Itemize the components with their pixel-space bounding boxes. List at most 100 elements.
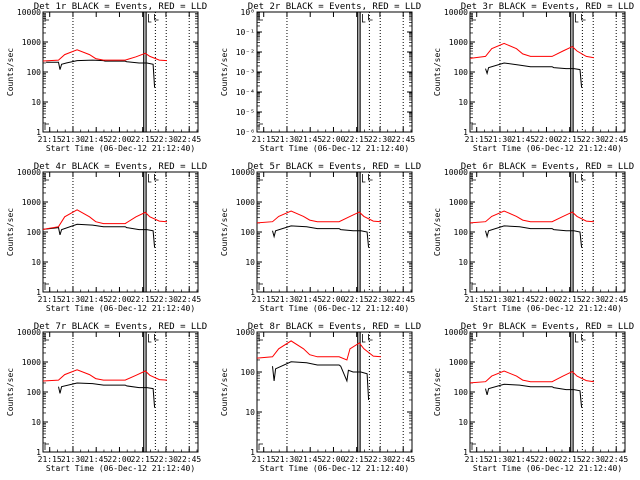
x-tick-label: 21:30 bbox=[488, 455, 512, 464]
panel-title: Det 6r BLACK = Events, RED = LLD bbox=[461, 162, 634, 172]
y-tick-label: 10 bbox=[245, 408, 255, 417]
y-tick-label: 1 bbox=[463, 448, 468, 457]
x-tick-label: 21:15 bbox=[465, 135, 489, 144]
y-tick-label: 10 bbox=[31, 98, 41, 107]
y-tick-label: 10⁻⁵ bbox=[236, 108, 255, 117]
y-tick-label: 10⁻⁴ bbox=[236, 88, 255, 97]
panel-1: Det 1r BLACK = Events, RED = LLD 1 10 100 10… bbox=[6, 2, 207, 153]
y-tick-label: 100 bbox=[454, 388, 469, 397]
y-tick-label: 10⁻⁶ bbox=[236, 128, 255, 137]
y-tick-label: 1000 bbox=[449, 198, 468, 207]
y-tick-label: 1 bbox=[250, 448, 255, 457]
x-tick-label: 22:00 bbox=[534, 295, 558, 304]
x-tick-label: 21:30 bbox=[61, 295, 85, 304]
x-tick-label: 22:45 bbox=[391, 455, 415, 464]
x-tick-label: 21:30 bbox=[61, 135, 85, 144]
y-tick-label: 1000 bbox=[22, 358, 41, 367]
y-tick-label: 1000 bbox=[449, 38, 468, 47]
lld-series-line bbox=[470, 42, 595, 59]
y-tick-label: 10000 bbox=[17, 8, 41, 17]
y-axis-label: Counts/sec bbox=[220, 368, 229, 416]
plot-frame bbox=[256, 171, 413, 293]
y-tick-label: 10⁻¹ bbox=[236, 28, 255, 37]
events-series-line bbox=[46, 59, 156, 88]
panel-4: Det 4r BLACK = Events, RED = LLD 1 10 100 10… bbox=[6, 162, 207, 313]
y-tick-label: 1 bbox=[36, 128, 41, 137]
panel-title: Det 9r BLACK = Events, RED = LLD bbox=[461, 322, 634, 332]
y-tick-label: 10000 bbox=[444, 8, 468, 17]
y-axis-label: Counts/sec bbox=[220, 48, 229, 96]
corner-bracket-marker bbox=[471, 14, 476, 130]
y-tick-label: 1000 bbox=[22, 38, 41, 47]
corner-bracket-marker bbox=[258, 14, 263, 130]
bracket-marker bbox=[575, 14, 586, 23]
x-tick-label: 22:45 bbox=[604, 295, 628, 304]
x-tick-label: 22:00 bbox=[107, 455, 131, 464]
panel-title: Det 1r BLACK = Events, RED = LLD bbox=[34, 2, 207, 12]
y-axis-label: Counts/sec bbox=[6, 368, 15, 416]
x-tick-label: 21:45 bbox=[84, 135, 108, 144]
x-tick-label: 21:45 bbox=[84, 455, 108, 464]
panel-title: Det 4r BLACK = Events, RED = LLD bbox=[34, 162, 207, 172]
lld-series-line bbox=[43, 209, 168, 230]
plot-frame bbox=[469, 171, 626, 293]
x-tick-label: 21:15 bbox=[38, 455, 62, 464]
x-tick-label: 22:30 bbox=[581, 135, 605, 144]
y-tick-label: 100 bbox=[454, 228, 469, 237]
y-tick-label: 10 bbox=[245, 258, 255, 267]
x-tick-label: 22:30 bbox=[154, 455, 178, 464]
y-tick-label: 10 bbox=[458, 418, 468, 427]
x-tick-label: 21:15 bbox=[38, 295, 62, 304]
corner-bracket-marker bbox=[258, 174, 263, 290]
x-tick-label: 21:30 bbox=[275, 295, 299, 304]
x-tick-label: 22:00 bbox=[534, 455, 558, 464]
x-tick-label: 22:45 bbox=[177, 455, 201, 464]
x-tick-label: 22:45 bbox=[391, 295, 415, 304]
x-tick-label: 21:15 bbox=[38, 135, 62, 144]
x-tick-label: 22:00 bbox=[107, 135, 131, 144]
lld-series-line bbox=[470, 370, 595, 384]
lld-series-line bbox=[43, 49, 168, 62]
events-series-line bbox=[272, 225, 370, 248]
events-series-line bbox=[272, 361, 370, 401]
y-tick-label: 10000 bbox=[17, 168, 41, 177]
plot-frame bbox=[42, 11, 199, 133]
y-axis-label: Counts/sec bbox=[433, 48, 442, 96]
panel-9: Det 9r BLACK = Events, RED = LLD 1 10 100 10… bbox=[433, 322, 634, 473]
bracket-marker bbox=[148, 174, 159, 183]
panel-title: Det 5r BLACK = Events, RED = LLD bbox=[248, 162, 421, 172]
panel-title: Det 2r BLACK = Events, RED = LLD bbox=[248, 2, 421, 12]
bracket-marker bbox=[148, 334, 159, 343]
events-series-line bbox=[58, 382, 156, 408]
x-tick-label: 22:15 bbox=[345, 135, 369, 144]
plot-frame bbox=[256, 331, 413, 453]
bracket-marker bbox=[148, 14, 159, 23]
x-axis-label: Start Time (06-Dec-12 21:12:40) bbox=[46, 464, 195, 473]
x-tick-label: 22:45 bbox=[391, 135, 415, 144]
x-tick-label: 22:45 bbox=[604, 135, 628, 144]
y-tick-label: 1 bbox=[36, 448, 41, 457]
bracket-marker bbox=[575, 334, 586, 343]
lld-series-line bbox=[470, 210, 595, 224]
x-axis-label: Start Time (06-Dec-12 21:12:40) bbox=[260, 144, 409, 153]
x-tick-label: 22:00 bbox=[321, 295, 345, 304]
corner-bracket-marker bbox=[471, 174, 476, 290]
x-tick-label: 22:15 bbox=[345, 455, 369, 464]
y-axis-label: Counts/sec bbox=[6, 48, 15, 96]
x-tick-label: 22:30 bbox=[581, 295, 605, 304]
panel-5: Det 5r BLACK = Events, RED = LLD 1 10 100 10… bbox=[220, 162, 421, 313]
events-series-line bbox=[485, 383, 583, 408]
y-axis-label: Counts/sec bbox=[433, 208, 442, 256]
x-tick-label: 22:15 bbox=[558, 135, 582, 144]
x-tick-label: 22:45 bbox=[177, 135, 201, 144]
x-tick-label: 21:45 bbox=[511, 295, 535, 304]
y-tick-label: 100 bbox=[241, 368, 256, 377]
plot-frame bbox=[256, 11, 413, 133]
panel-7: Det 7r BLACK = Events, RED = LLD 1 10 100 10… bbox=[6, 322, 207, 473]
x-axis-label: Start Time (06-Dec-12 21:12:40) bbox=[473, 144, 622, 153]
x-tick-label: 21:30 bbox=[275, 135, 299, 144]
corner-bracket-marker bbox=[44, 334, 49, 450]
x-tick-label: 22:00 bbox=[321, 455, 345, 464]
